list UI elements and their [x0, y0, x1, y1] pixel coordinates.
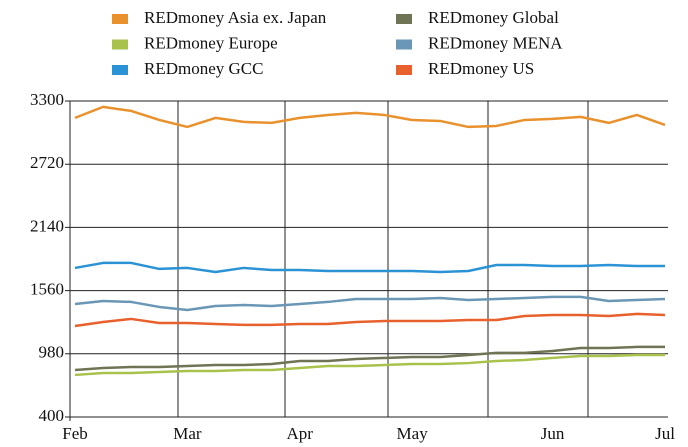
x-tick-label: Feb — [62, 424, 88, 443]
legend-label: REDmoney US — [428, 59, 534, 78]
y-tick-label: 980 — [39, 343, 65, 362]
x-tick-label: Jul — [655, 424, 675, 443]
legend-swatch — [112, 14, 128, 24]
y-tick-label: 400 — [39, 406, 65, 425]
legend-label: REDmoney Europe — [144, 33, 278, 52]
series-line — [74, 105, 666, 129]
series-line — [74, 261, 665, 274]
legend-label: REDmoney GCC — [144, 59, 263, 78]
legend-swatch — [396, 39, 412, 50]
series-line — [74, 345, 665, 372]
series-line — [74, 295, 666, 312]
series-line — [74, 353, 665, 377]
x-tick-label: Jun — [541, 424, 565, 443]
x-tick-label: Mar — [173, 424, 202, 443]
y-tick-label: 2140 — [30, 216, 64, 235]
legend-swatch — [112, 65, 128, 75]
x-tick-label: May — [397, 424, 429, 443]
y-tick-label: 1560 — [30, 280, 64, 299]
y-tick-label: 2720 — [30, 153, 64, 172]
legend-swatch — [112, 39, 128, 50]
legend-swatch — [396, 65, 412, 75]
vertical-grid — [69, 101, 589, 421]
series-line — [74, 312, 666, 328]
legend-swatch — [396, 14, 412, 24]
y-tick-label: 3300 — [30, 90, 64, 109]
x-tick-label: Apr — [287, 424, 314, 443]
legend-label: REDmoney Asia ex. Japan — [144, 8, 327, 27]
legend-label: REDmoney Global — [428, 8, 559, 27]
legend-label: REDmoney MENA — [428, 33, 563, 52]
